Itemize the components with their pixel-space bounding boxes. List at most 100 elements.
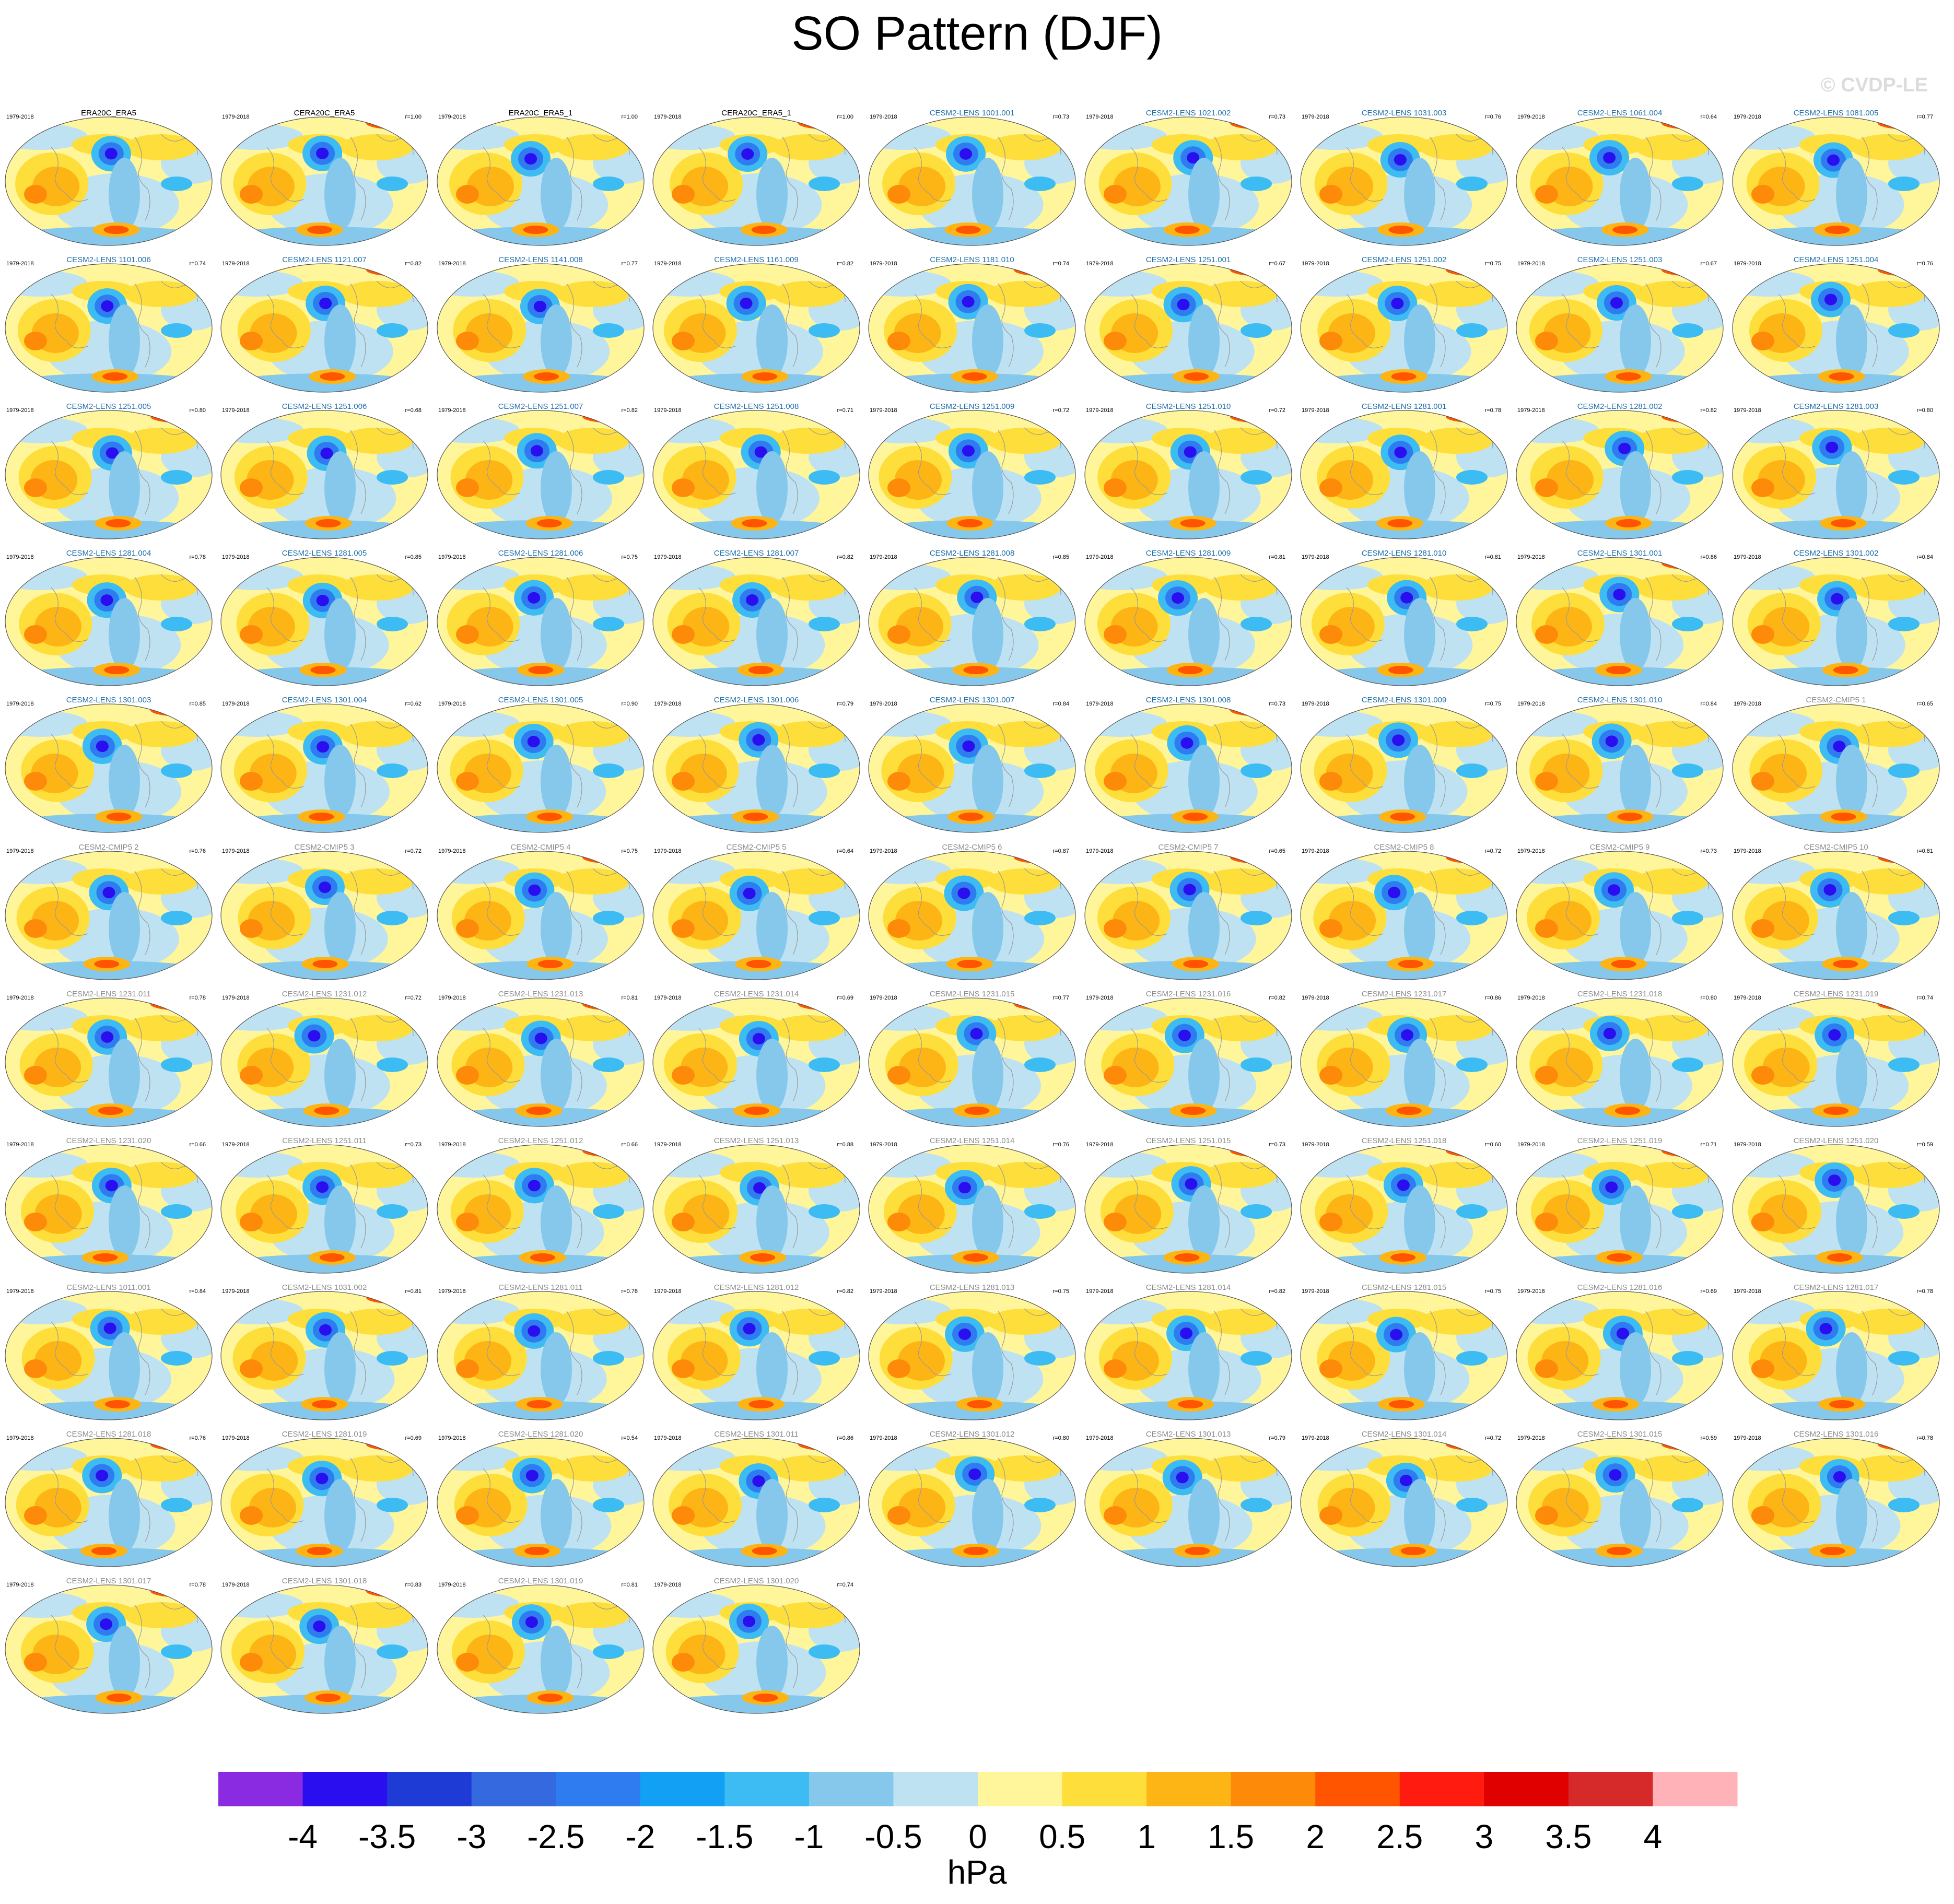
panel-title: CESM2-LENS 1301.010 <box>1577 696 1663 704</box>
panel-correlation: r=0.69 <box>1700 1288 1717 1295</box>
so-pattern-map <box>652 557 860 686</box>
panel-correlation: r=0.78 <box>621 1288 638 1295</box>
so-pattern-map <box>220 1438 428 1567</box>
panel-correlation: r=0.76 <box>189 848 206 854</box>
map-panel: 1979-2018 CESM2-LENS 1141.008 r=0.77 <box>436 251 645 397</box>
so-pattern-map <box>437 1291 645 1420</box>
panel-correlation: r=0.71 <box>837 407 854 414</box>
map-panel: 1979-2018 CESM2-CMIP5 8 r=0.72 <box>1300 839 1508 985</box>
panel-correlation: r=0.66 <box>621 1142 638 1148</box>
panel-correlation: r=1.00 <box>405 114 422 120</box>
panel-title: CESM2-LENS 1251.020 <box>1793 1136 1879 1145</box>
panel-correlation: r=0.85 <box>189 701 206 707</box>
colorbar-swatch <box>1653 1772 1738 1806</box>
map-panel: 1979-2018 CESM2-LENS 1101.006 r=0.74 <box>4 251 213 397</box>
panel-correlation: r=0.82 <box>1269 1288 1286 1295</box>
map-panel: 1979-2018 CESM2-LENS 1301.017 r=0.78 <box>4 1572 213 1719</box>
panel-period: 1979-2018 <box>870 701 897 707</box>
so-pattern-map <box>1084 851 1292 980</box>
so-pattern-map <box>1516 703 1724 833</box>
map-panel: 1979-2018 CESM2-LENS 1301.019 r=0.81 <box>436 1572 645 1719</box>
so-pattern-map <box>868 1291 1076 1420</box>
panel-period: 1979-2018 <box>438 848 466 854</box>
panel-period: 1979-2018 <box>1086 114 1114 120</box>
panel-period: 1979-2018 <box>654 701 682 707</box>
map-panel: 1979-2018 CESM2-LENS 1251.013 r=0.88 <box>652 1132 861 1278</box>
panel-correlation: r=0.73 <box>405 1142 422 1148</box>
panel-title: CESM2-CMIP5 8 <box>1374 843 1434 852</box>
map-panel: 1979-2018 CESM2-LENS 1031.003 r=0.76 <box>1300 104 1508 251</box>
map-panel: 1979-2018 CESM2-LENS 1251.004 r=0.76 <box>1731 251 1940 397</box>
panel-correlation: r=0.73 <box>1052 114 1070 120</box>
so-pattern-map <box>868 703 1076 833</box>
panel-period: 1979-2018 <box>6 1582 34 1588</box>
panel-period: 1979-2018 <box>1086 261 1114 267</box>
map-panel: 1979-2018 CESM2-LENS 1281.014 r=0.82 <box>1084 1279 1293 1425</box>
panel-correlation: r=0.78 <box>1916 1288 1934 1295</box>
map-panel: 1979-2018 CESM2-CMIP5 10 r=0.81 <box>1731 839 1940 985</box>
map-panel: 1979-2018 CESM2-LENS 1011.001 r=0.84 <box>4 1279 213 1425</box>
panel-correlation: r=0.84 <box>1916 554 1934 560</box>
map-panel: 1979-2018 CESM2-LENS 1281.011 r=0.78 <box>436 1279 645 1425</box>
panel-title: CESM2-CMIP5 5 <box>726 843 787 852</box>
panel-correlation: r=0.74 <box>189 261 206 267</box>
so-pattern-map <box>1300 1438 1508 1567</box>
so-pattern-map <box>5 703 213 833</box>
panel-correlation: r=0.78 <box>1484 407 1502 414</box>
colorbar-swatch <box>1399 1772 1484 1806</box>
panel-correlation: r=0.81 <box>1484 554 1502 560</box>
so-pattern-map <box>1732 410 1940 539</box>
so-pattern-map <box>868 1144 1076 1274</box>
panel-title: CESM2-LENS 1301.020 <box>713 1577 799 1585</box>
panel-correlation: r=0.73 <box>1269 114 1286 120</box>
so-pattern-map <box>1084 1291 1292 1420</box>
map-panel: 1979-2018 CESM2-LENS 1281.008 r=0.85 <box>868 545 1077 691</box>
panel-title: CERA20C_ERA5 <box>294 109 355 117</box>
so-pattern-map <box>1084 263 1292 393</box>
panel-correlation: r=0.67 <box>1269 261 1286 267</box>
panel-period: 1979-2018 <box>870 1288 897 1295</box>
panel-period: 1979-2018 <box>438 995 466 1001</box>
map-panel: 1979-2018 CESM2-LENS 1161.009 r=0.82 <box>652 251 861 397</box>
panel-title: CESM2-LENS 1301.012 <box>929 1430 1015 1439</box>
panel-period: 1979-2018 <box>6 1288 34 1295</box>
panel-period: 1979-2018 <box>438 554 466 560</box>
so-pattern-map <box>1084 1144 1292 1274</box>
panel-title: CESM2-LENS 1251.009 <box>929 402 1015 411</box>
map-panel: 1979-2018 CESM2-LENS 1301.011 r=0.86 <box>652 1426 861 1572</box>
map-panel: 1979-2018 CESM2-LENS 1301.018 r=0.83 <box>220 1572 429 1719</box>
so-pattern-map <box>1084 410 1292 539</box>
panel-correlation: r=0.72 <box>405 995 422 1001</box>
so-pattern-map <box>1300 263 1508 393</box>
so-pattern-map <box>220 997 428 1127</box>
panel-period: 1979-2018 <box>870 261 897 267</box>
map-panel: 1979-2018 CESM2-LENS 1301.004 r=0.62 <box>220 691 429 838</box>
panel-period: 1979-2018 <box>1734 407 1761 414</box>
panel-period: 1979-2018 <box>1302 995 1329 1001</box>
so-pattern-map <box>868 997 1076 1127</box>
map-panel: 1979-2018 CESM2-LENS 1281.001 r=0.78 <box>1300 398 1508 544</box>
panel-title: CESM2-LENS 1301.016 <box>1793 1430 1879 1439</box>
map-panel: 1979-2018 CESM2-LENS 1301.015 r=0.59 <box>1515 1426 1724 1572</box>
panel-period: 1979-2018 <box>1517 1288 1545 1295</box>
map-panel: 1979-2018 CESM2-LENS 1301.002 r=0.84 <box>1731 545 1940 691</box>
panel-correlation: r=0.83 <box>405 1582 422 1588</box>
map-panel: 1979-2018 CESM2-LENS 1301.003 r=0.85 <box>4 691 213 838</box>
map-panel: 1979-2018 CESM2-LENS 1251.014 r=0.76 <box>868 1132 1077 1278</box>
panel-title: CESM2-LENS 1281.002 <box>1577 402 1663 411</box>
map-panel: 1979-2018 CESM2-CMIP5 3 r=0.72 <box>220 839 429 985</box>
panel-correlation: r=0.76 <box>1916 261 1934 267</box>
colorbar-swatch <box>978 1772 1063 1806</box>
panel-period: 1979-2018 <box>1734 995 1761 1001</box>
panel-title: CESM2-LENS 1061.004 <box>1577 109 1663 117</box>
so-pattern-map <box>1516 263 1724 393</box>
panel-title: CESM2-LENS 1301.008 <box>1145 696 1231 704</box>
panel-period: 1979-2018 <box>6 995 34 1001</box>
panel-correlation: r=0.88 <box>837 1142 854 1148</box>
panel-period: 1979-2018 <box>1302 261 1329 267</box>
map-panel: 1979-2018 CESM2-LENS 1251.015 r=0.73 <box>1084 1132 1293 1278</box>
panel-correlation: r=0.64 <box>837 848 854 854</box>
panel-correlation: r=0.86 <box>837 1435 854 1441</box>
panel-period: 1979-2018 <box>1734 114 1761 120</box>
panel-correlation: r=0.59 <box>1916 1142 1934 1148</box>
